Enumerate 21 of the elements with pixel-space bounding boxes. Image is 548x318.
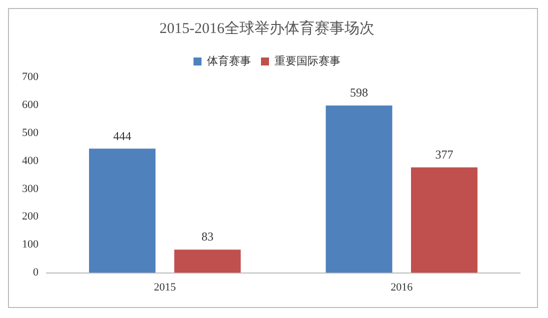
data-label: 377 (435, 148, 454, 162)
y-tick-label: 400 (22, 154, 39, 167)
legend-label: 体育赛事 (207, 54, 251, 68)
y-tick-label: 0 (33, 266, 39, 279)
x-tick-label: 2015 (154, 281, 176, 294)
y-tick-label: 300 (22, 182, 39, 195)
y-tick-label: 600 (22, 98, 39, 111)
y-tick-label: 200 (22, 210, 39, 223)
legend-label: 重要国际赛事 (274, 54, 340, 68)
data-label: 444 (113, 128, 132, 143)
bar (89, 148, 156, 273)
data-label: 598 (350, 86, 368, 100)
y-tick-label: 100 (22, 238, 39, 251)
bar (174, 250, 241, 273)
y-tick-label: 700 (22, 70, 39, 83)
x-tick-label: 2016 (390, 281, 414, 294)
bar (326, 106, 392, 273)
chart-title: 2015-2016全球举办体育赛事场次 (160, 20, 374, 37)
bar (411, 167, 478, 273)
data-label: 83 (201, 230, 214, 244)
y-tick-label: 500 (22, 126, 39, 139)
